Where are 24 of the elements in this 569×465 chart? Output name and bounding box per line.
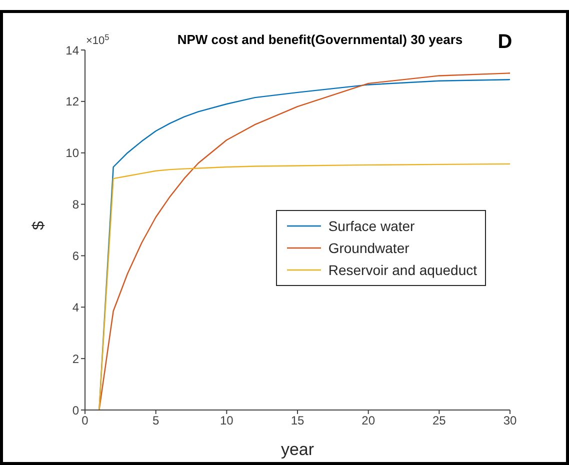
- y-tick-label: 6: [72, 248, 80, 263]
- annotation: D: [498, 31, 512, 53]
- text: ×10$^{5}$: [86, 32, 110, 47]
- y-tick-label: 4: [72, 300, 80, 314]
- x-tick-label: 20: [362, 414, 376, 428]
- x-tick-label: 0: [82, 414, 89, 428]
- x-axis-title: year: [280, 440, 314, 459]
- x-tick-label: 15: [290, 414, 304, 428]
- legend-label: Surface water: [328, 218, 415, 234]
- x-tick-label: 25: [432, 414, 446, 428]
- legend-label: Groundwater: [328, 240, 410, 256]
- line-series: [98, 163, 510, 410]
- y-axis-title: $: [30, 221, 48, 230]
- y-tick-label: 8: [72, 198, 80, 212]
- y-tick-label: 0: [72, 403, 80, 418]
- x-tick-label: 30: [503, 414, 517, 428]
- x-tick-label: 10: [220, 414, 234, 428]
- y-tick-label: 12: [66, 94, 80, 109]
- y-tick-label: 14: [66, 43, 80, 58]
- x-tick-label: 5: [152, 414, 160, 428]
- y-tick-label: 10: [66, 146, 80, 160]
- y-tick-label: 2: [72, 352, 80, 366]
- chart-title: NPW cost and benefit(Governmental) 30 years: [177, 32, 463, 47]
- legend-label: Reservoir and aqueduct: [328, 262, 477, 278]
